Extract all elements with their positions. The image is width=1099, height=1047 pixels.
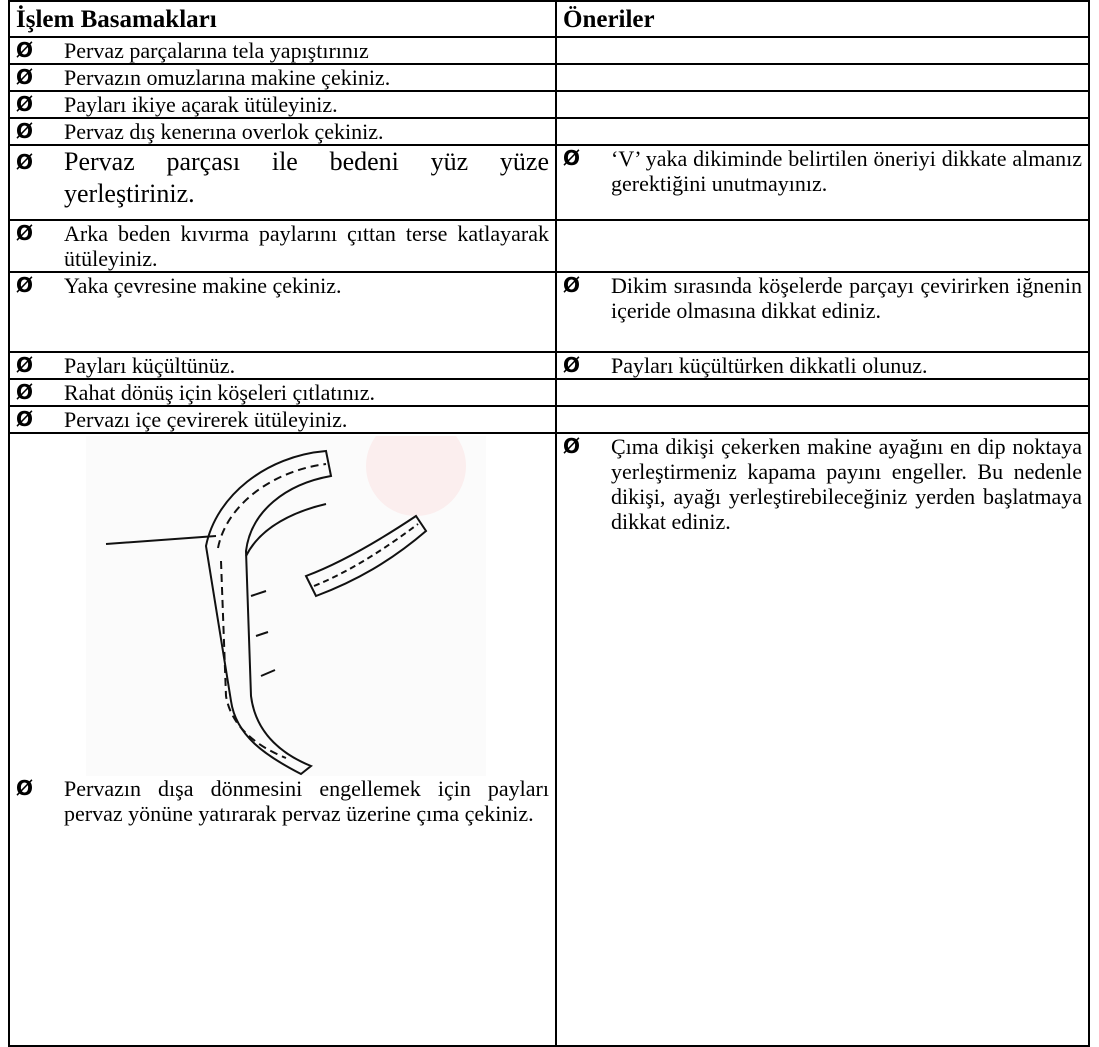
- note-text: Payları küçültürken dikkatli olunuz.: [611, 353, 928, 378]
- table-row: Ø Pervaz dış kenerına overlok çekiniz.: [8, 117, 1090, 146]
- notes-title: Öneriler: [555, 0, 1090, 38]
- table-row: Ø Pervaz parçası ile bedeni yüz yüze yerl…: [8, 144, 1090, 221]
- step-text: Yaka çevresine makine çekiniz.: [64, 273, 342, 298]
- step-cell: Ø Rahat dönüş için köşeleri çıtlatınız.: [8, 378, 557, 407]
- step: Ø Pervazın omuzlarına makine çekiniz.: [16, 65, 549, 90]
- step-cell: Ø Pervazın omuzlarına makine çekiniz.: [8, 63, 557, 92]
- bullet: Ø: [563, 434, 581, 458]
- step: Ø Pervaz dış kenerına overlok çekiniz.: [16, 119, 549, 144]
- bullet: Ø: [16, 150, 34, 174]
- step-cell: Ø Payları ikiye açarak ütüleyiniz.: [8, 90, 557, 119]
- step: Ø Pervazın dışa dönmesini engellemek için…: [16, 776, 549, 826]
- step-text: Payları ikiye açarak ütüleyiniz.: [64, 92, 338, 117]
- step-text: Pervaz dış kenerına overlok çekiniz.: [64, 119, 384, 144]
- table-row: Ø Payları küçültünüz. Ø Payları küçültürken…: [8, 351, 1090, 380]
- note-cell: Ø ‘V’ yaka dikiminde belirtilen öneriyi d…: [555, 144, 1090, 221]
- bullet: Ø: [16, 92, 34, 116]
- step: Ø Yaka çevresine makine çekiniz.: [16, 273, 549, 298]
- table-row: Ø Rahat dönüş için köşeleri çıtlatınız.: [8, 378, 1090, 407]
- step-text: Rahat dönüş için köşeleri çıtlatınız.: [64, 380, 375, 405]
- bullet: Ø: [16, 380, 34, 404]
- step-cell: Ø Payları küçültünüz.: [8, 351, 557, 380]
- bullet: Ø: [16, 776, 34, 800]
- table-row: Ø Arka beden kıvırma paylarını çıttan ter…: [8, 219, 1090, 273]
- header-row: İşlem Basamakları Öneriler: [8, 0, 1090, 38]
- note-cell: [555, 405, 1090, 434]
- bullet: Ø: [16, 65, 34, 89]
- note-cell: [555, 90, 1090, 119]
- step: Ø Rahat dönüş için köşeleri çıtlatınız.: [16, 380, 549, 405]
- step-cell: Ø Arka beden kıvırma paylarını çıttan ter…: [8, 219, 557, 273]
- note-text: ‘V’ yaka dikiminde belirtilen öneriyi di…: [611, 146, 1082, 196]
- table-row: Ø Yaka çevresine makine çekiniz. Ø Dikim sı…: [8, 271, 1090, 353]
- note-cell: Ø Çıma dikişi çekerken makine ayağını en …: [555, 432, 1090, 1047]
- bullet: Ø: [16, 273, 34, 297]
- collar-sketch: [86, 436, 486, 776]
- note-cell: [555, 378, 1090, 407]
- step: Ø Arka beden kıvırma paylarını çıttan ter…: [16, 221, 549, 271]
- note-cell: [555, 63, 1090, 92]
- bullet: Ø: [563, 273, 581, 297]
- table-row: Ø Payları ikiye açarak ütüleyiniz.: [8, 90, 1090, 119]
- bullet: Ø: [563, 353, 581, 377]
- step: Ø Pervaz parçalarına tela yapıştırınız: [16, 38, 549, 63]
- note-cell: Ø Dikim sırasında köşelerde parçayı çevir…: [555, 271, 1090, 353]
- procedure-table: İşlem Basamakları Öneriler Ø Pervaz parça…: [8, 0, 1090, 1047]
- step-text: Pervazın dışa dönmesini engellemek için …: [64, 776, 549, 826]
- note-cell: Ø Payları küçültürken dikkatli olunuz.: [555, 351, 1090, 380]
- bullet: Ø: [16, 407, 34, 431]
- step-text: Payları küçültünüz.: [64, 353, 236, 378]
- note: Ø ‘V’ yaka dikiminde belirtilen öneriyi d…: [563, 146, 1082, 196]
- note-cell: [555, 36, 1090, 65]
- step-text: Pervaz parçalarına tela yapıştırınız: [64, 38, 369, 63]
- step-text: Pervaz parçası ile bedeni yüz yüze yerle…: [64, 147, 549, 208]
- table-row: Ø Pervazın omuzlarına makine çekiniz.: [8, 63, 1090, 92]
- steps-title: İşlem Basamakları: [8, 0, 557, 38]
- bullet: Ø: [16, 353, 34, 377]
- note: Ø Payları küçültürken dikkatli olunuz.: [563, 353, 1082, 378]
- table-row: Ø Pervaz parçalarına tela yapıştırınız: [8, 36, 1090, 65]
- note-cell: [555, 219, 1090, 273]
- bullet: Ø: [16, 221, 34, 245]
- step: Ø Pervazı içe çevirerek ütüleyiniz.: [16, 407, 549, 432]
- step: Ø Pervaz parçası ile bedeni yüz yüze yerl…: [16, 147, 549, 210]
- step-cell: Ø Yaka çevresine makine çekiniz.: [8, 271, 557, 353]
- note-text: Çıma dikişi çekerken makine ayağını en d…: [611, 434, 1082, 534]
- table-row: Ø Pervazın dışa dönmesini engellemek için…: [8, 432, 1090, 1047]
- step-cell: Ø Pervazı içe çevirerek ütüleyiniz.: [8, 405, 557, 434]
- step-text: Arka beden kıvırma paylarını çıttan ters…: [64, 221, 549, 271]
- table-row: Ø Pervazı içe çevirerek ütüleyiniz.: [8, 405, 1090, 434]
- step-text: Pervazın omuzlarına makine çekiniz.: [64, 65, 391, 90]
- step: Ø Payları ikiye açarak ütüleyiniz.: [16, 92, 549, 117]
- step: Ø Payları küçültünüz.: [16, 353, 549, 378]
- note: Ø Dikim sırasında köşelerde parçayı çevir…: [563, 273, 1082, 323]
- step-cell: Ø Pervazın dışa dönmesini engellemek için…: [8, 432, 557, 1047]
- bullet: Ø: [16, 38, 34, 62]
- bullet: Ø: [16, 119, 34, 143]
- step-cell: Ø Pervaz parçası ile bedeni yüz yüze yerl…: [8, 144, 557, 221]
- step-text: Pervazı içe çevirerek ütüleyiniz.: [64, 407, 348, 432]
- note-text: Dikim sırasında köşelerde parçayı çeviri…: [611, 273, 1082, 323]
- bullet: Ø: [563, 146, 581, 170]
- step-cell: Ø Pervaz parçalarına tela yapıştırınız: [8, 36, 557, 65]
- note-cell: [555, 117, 1090, 146]
- note: Ø Çıma dikişi çekerken makine ayağını en …: [563, 434, 1082, 534]
- step-cell: Ø Pervaz dış kenerına overlok çekiniz.: [8, 117, 557, 146]
